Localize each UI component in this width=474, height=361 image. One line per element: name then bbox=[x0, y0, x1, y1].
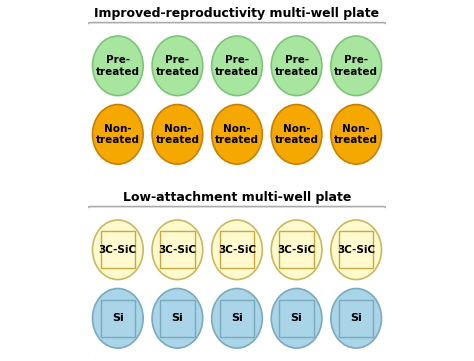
FancyBboxPatch shape bbox=[160, 300, 195, 337]
Ellipse shape bbox=[271, 105, 322, 164]
Text: 3C-SiC: 3C-SiC bbox=[99, 245, 137, 255]
Ellipse shape bbox=[331, 105, 382, 164]
FancyBboxPatch shape bbox=[160, 231, 195, 268]
Ellipse shape bbox=[152, 36, 203, 96]
FancyBboxPatch shape bbox=[87, 23, 387, 171]
Title: Improved-reproductivity multi-well plate: Improved-reproductivity multi-well plate bbox=[94, 7, 380, 20]
Ellipse shape bbox=[152, 220, 203, 279]
Ellipse shape bbox=[331, 220, 382, 279]
Ellipse shape bbox=[152, 105, 203, 164]
FancyBboxPatch shape bbox=[279, 300, 314, 337]
Ellipse shape bbox=[92, 36, 143, 96]
Text: Si: Si bbox=[231, 313, 243, 323]
Text: Pre-
treated: Pre- treated bbox=[334, 55, 378, 77]
Text: 3C-SiC: 3C-SiC bbox=[337, 245, 375, 255]
Title: Low-attachment multi-well plate: Low-attachment multi-well plate bbox=[123, 191, 351, 204]
Ellipse shape bbox=[152, 288, 203, 348]
Text: Non-
treated: Non- treated bbox=[274, 123, 319, 145]
Ellipse shape bbox=[271, 288, 322, 348]
Ellipse shape bbox=[331, 288, 382, 348]
Ellipse shape bbox=[92, 220, 143, 279]
Text: 3C-SiC: 3C-SiC bbox=[218, 245, 256, 255]
Text: Pre-
treated: Pre- treated bbox=[96, 55, 140, 77]
Text: Pre-
treated: Pre- treated bbox=[274, 55, 319, 77]
Text: Si: Si bbox=[291, 313, 302, 323]
FancyBboxPatch shape bbox=[87, 206, 387, 356]
Text: Non-
treated: Non- treated bbox=[96, 123, 140, 145]
Ellipse shape bbox=[212, 36, 262, 96]
Text: Pre-
treated: Pre- treated bbox=[215, 55, 259, 77]
Text: Si: Si bbox=[112, 313, 124, 323]
Ellipse shape bbox=[212, 220, 262, 279]
FancyBboxPatch shape bbox=[100, 300, 135, 337]
Ellipse shape bbox=[212, 288, 262, 348]
FancyBboxPatch shape bbox=[100, 231, 135, 268]
Text: Pre-
treated: Pre- treated bbox=[155, 55, 200, 77]
Ellipse shape bbox=[212, 105, 262, 164]
Text: Si: Si bbox=[350, 313, 362, 323]
Ellipse shape bbox=[92, 288, 143, 348]
FancyBboxPatch shape bbox=[220, 300, 254, 337]
Ellipse shape bbox=[271, 36, 322, 96]
Ellipse shape bbox=[271, 220, 322, 279]
Text: Non-
treated: Non- treated bbox=[155, 123, 200, 145]
Ellipse shape bbox=[92, 105, 143, 164]
Text: 3C-SiC: 3C-SiC bbox=[277, 245, 316, 255]
FancyBboxPatch shape bbox=[279, 231, 314, 268]
FancyBboxPatch shape bbox=[339, 300, 374, 337]
FancyBboxPatch shape bbox=[339, 231, 374, 268]
Text: Non-
treated: Non- treated bbox=[215, 123, 259, 145]
FancyBboxPatch shape bbox=[220, 231, 254, 268]
Ellipse shape bbox=[331, 36, 382, 96]
Text: 3C-SiC: 3C-SiC bbox=[158, 245, 197, 255]
Text: Non-
treated: Non- treated bbox=[334, 123, 378, 145]
Text: Si: Si bbox=[172, 313, 183, 323]
